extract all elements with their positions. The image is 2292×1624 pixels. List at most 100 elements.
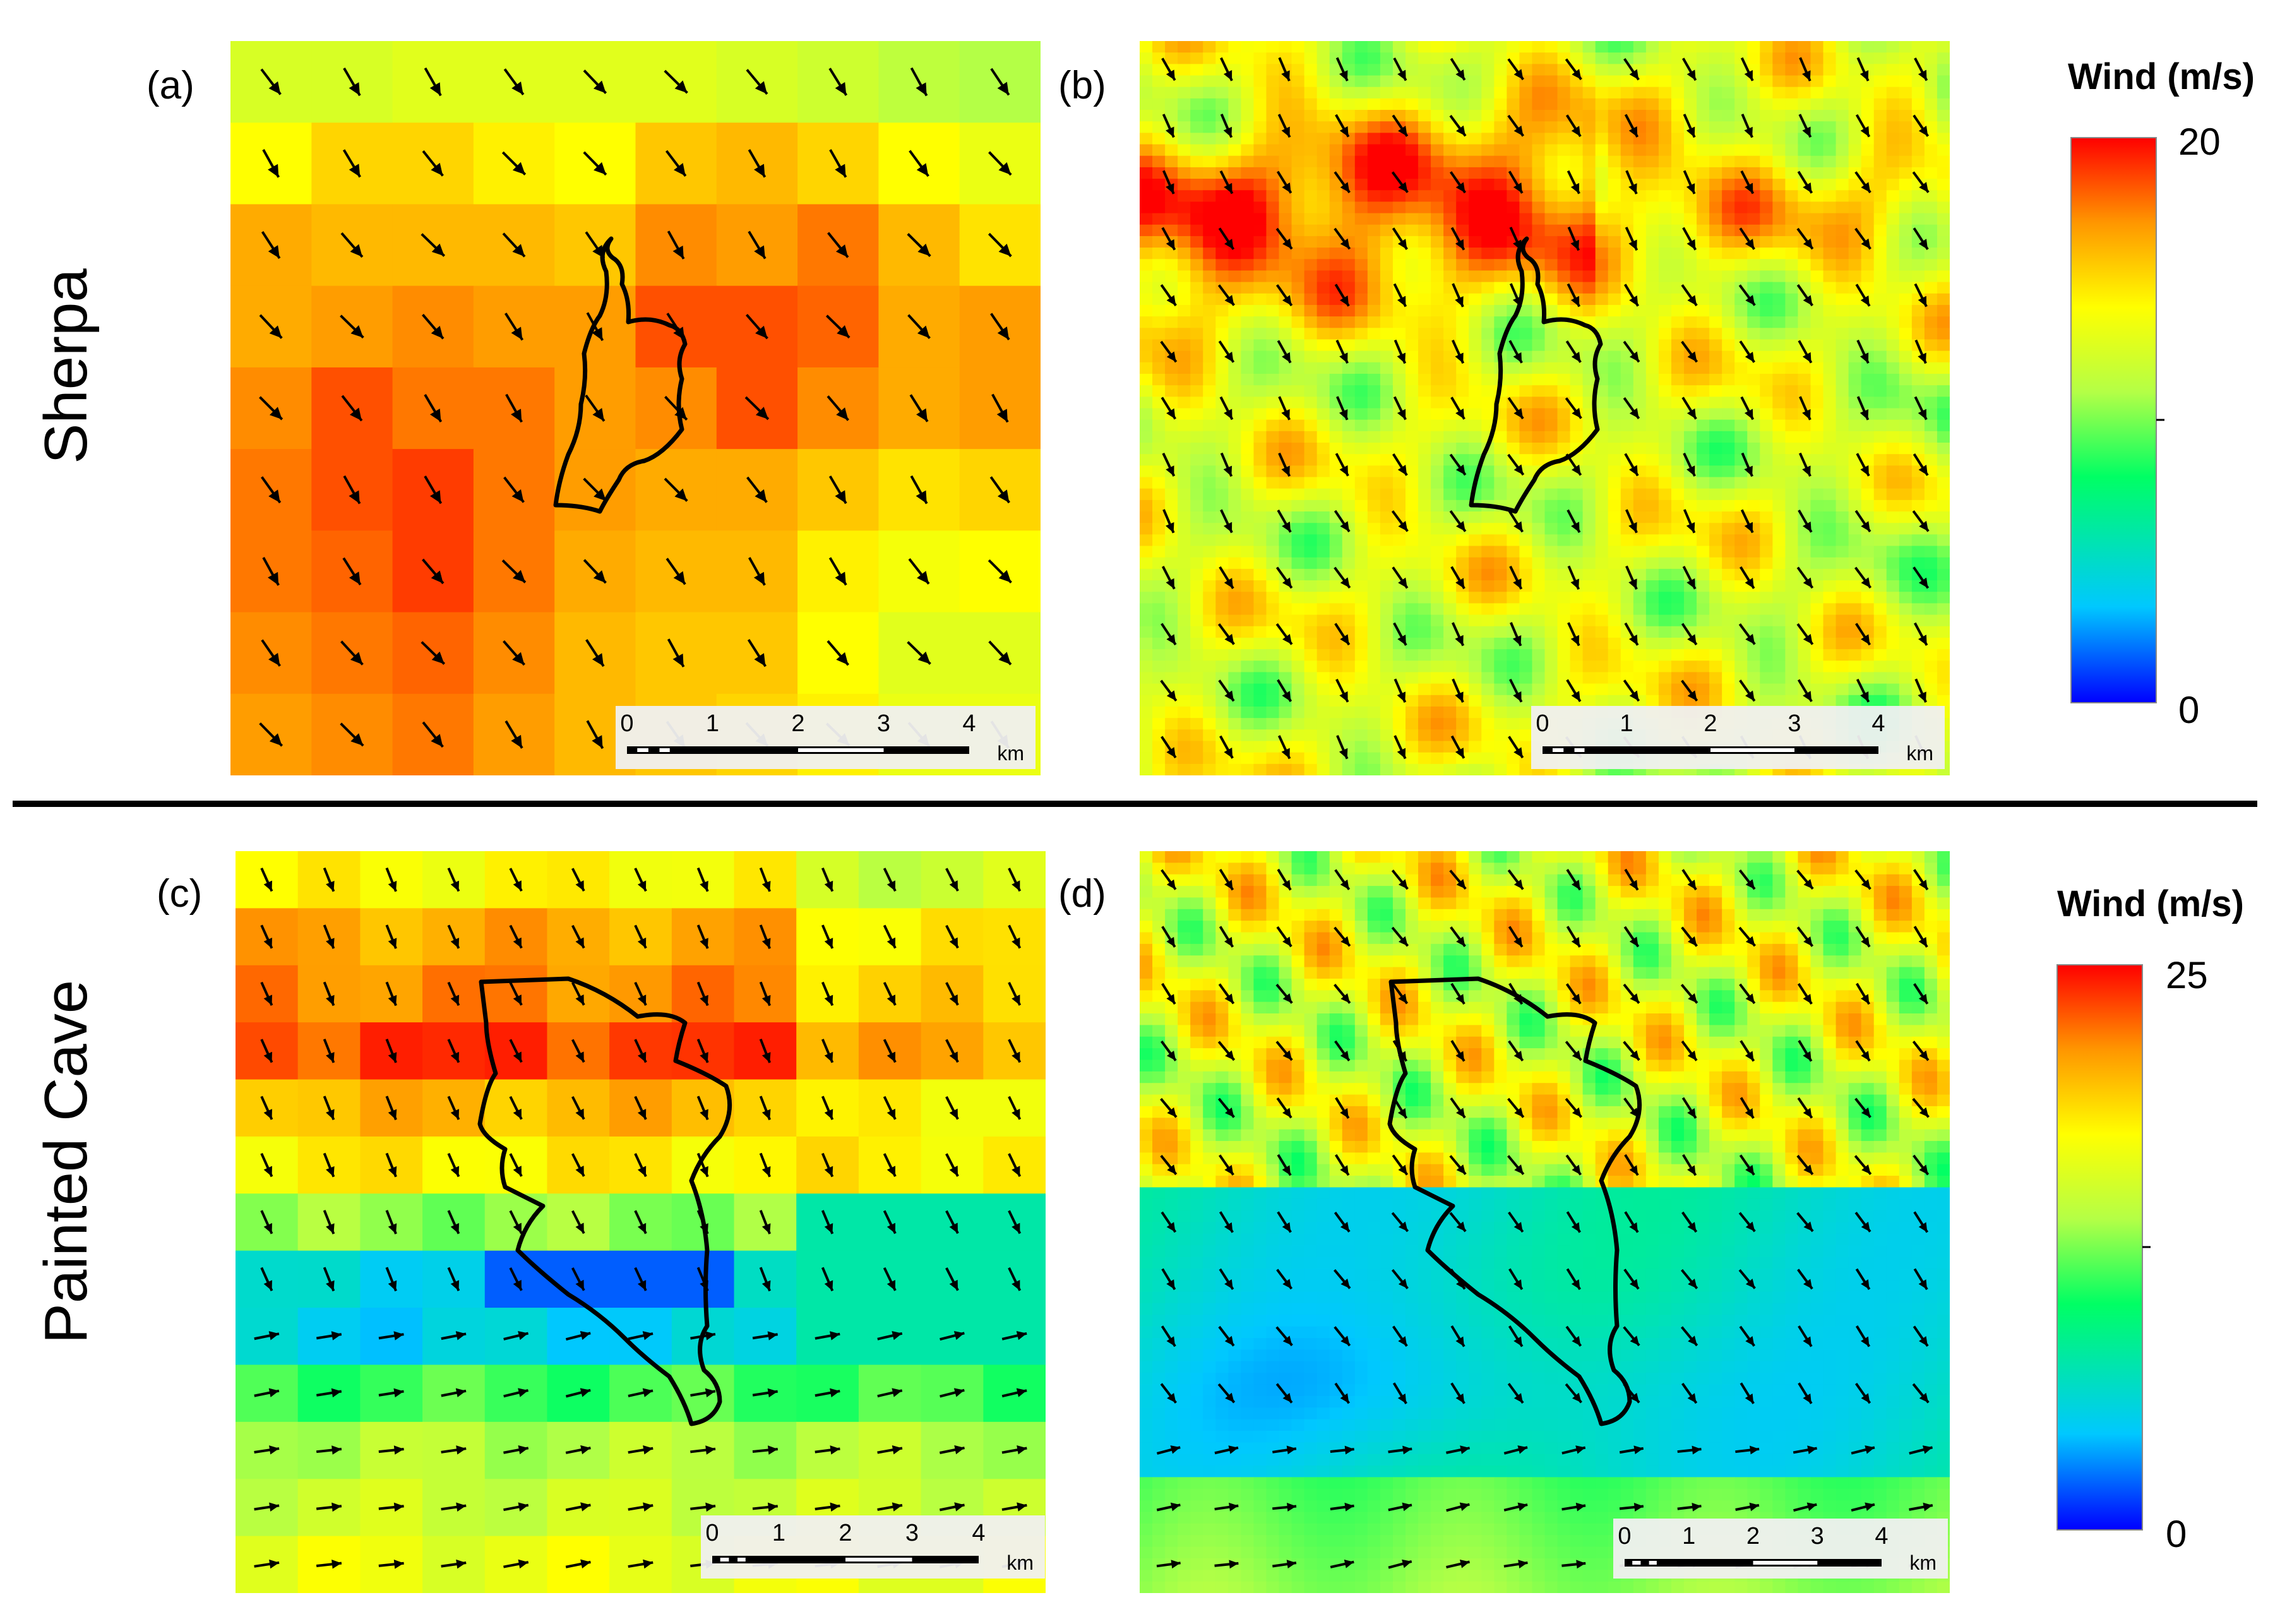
wind-arrow: [447, 1267, 460, 1292]
wind-arrow: [1796, 926, 1814, 947]
wind-arrow: [1508, 926, 1524, 948]
wind-arrow: [447, 868, 460, 892]
wind-arrow: [748, 230, 767, 260]
wind-arrow: [503, 68, 525, 95]
wind-arrow: [1214, 1560, 1239, 1569]
wind-arrow: [503, 476, 525, 503]
wind-arrow: [1681, 57, 1697, 81]
wind-arrow: [1161, 623, 1177, 646]
wind-arrow: [447, 924, 460, 949]
wind-arrow: [323, 867, 335, 892]
wind-arrow: [1219, 1154, 1234, 1176]
scale-bar-tick-label: 1: [1620, 710, 1633, 737]
scale-bar-tick-label: 4: [1875, 1523, 1888, 1549]
wind-arrow: [1856, 340, 1870, 364]
wind-arrow: [1001, 1445, 1027, 1455]
wind-arrow: [1739, 227, 1755, 250]
wind-arrow: [1914, 396, 1928, 421]
scale-bar-tick-label: 4: [1871, 710, 1885, 737]
colorbar-title-bottom: Wind (m/s): [2057, 883, 2244, 924]
wind-arrow: [1450, 57, 1466, 81]
wind-arrow: [1913, 1211, 1929, 1233]
wind-arrow: [447, 1039, 460, 1063]
wind-arrow: [821, 867, 834, 892]
wind-arrow: [385, 867, 397, 892]
wind-arrow: [821, 1210, 834, 1234]
wind-arrow: [1740, 566, 1755, 589]
wind-arrow: [1740, 1040, 1755, 1062]
wind-arrow: [1160, 340, 1178, 363]
wind-arrow: [340, 640, 364, 666]
panel-label-a: (a): [146, 64, 194, 107]
wind-arrow: [1567, 509, 1581, 534]
wind-arrow: [583, 477, 607, 502]
wind-arrow: [696, 1039, 709, 1063]
wind-arrow: [1450, 1382, 1465, 1404]
wind-arrow: [1450, 926, 1466, 948]
wind-arrow: [744, 396, 770, 421]
wind-arrow: [1624, 622, 1639, 646]
wind-arrow: [1392, 227, 1408, 250]
wind-arrow: [1219, 868, 1234, 891]
wind-arrow: [1855, 284, 1871, 307]
wind-arrow: [989, 476, 1011, 504]
wind-arrow: [828, 68, 848, 96]
wind-arrow: [1334, 171, 1351, 194]
wind-arrow: [262, 148, 280, 178]
wind-arrow: [1449, 1155, 1467, 1176]
wind-arrow: [260, 924, 273, 949]
wind-arrow: [1162, 170, 1175, 194]
wind-arrow: [1217, 1097, 1236, 1118]
wind-arrow: [385, 1096, 397, 1121]
map-panel-c: [236, 851, 1046, 1593]
wind-arrow: [628, 1388, 654, 1397]
wind-arrow: [509, 1153, 523, 1177]
wind-arrow: [1503, 1502, 1528, 1512]
wind-arrow: [1565, 1325, 1582, 1347]
wind-arrow: [910, 475, 928, 505]
wind-arrow: [883, 924, 897, 949]
wind-arrow: [1855, 114, 1871, 138]
wind-arrow: [945, 924, 959, 949]
wind-arrow: [585, 394, 606, 422]
wind-arrow: [1335, 453, 1349, 477]
wind-arrow: [1335, 678, 1349, 703]
wind-arrow: [1739, 1325, 1755, 1347]
wind-arrow: [1214, 1502, 1239, 1512]
wind-arrow: [571, 982, 585, 1006]
wind-arrow: [316, 1445, 342, 1455]
wind-arrow: [1334, 510, 1351, 533]
scale-bar: 0 1 2 3 4 km: [1531, 706, 1945, 769]
wind-arrow: [1219, 1268, 1234, 1290]
wind-arrow: [1799, 57, 1812, 81]
scale-bar-tick-label: 3: [1788, 710, 1801, 737]
wind-arrow: [1277, 340, 1292, 364]
wind-arrow: [1682, 1154, 1697, 1176]
wind-arrow: [342, 557, 362, 586]
wind-arrow: [1334, 1212, 1351, 1233]
wind-arrow: [1449, 453, 1467, 476]
wind-arrow: [1008, 924, 1022, 949]
wind-arrow: [746, 476, 768, 503]
wind-arrow: [1001, 1502, 1027, 1512]
wind-arrow: [696, 981, 709, 1006]
wind-arrow: [1008, 1267, 1022, 1291]
wind-arrow: [1160, 1383, 1178, 1404]
wind-arrow: [1624, 1154, 1639, 1176]
wind-arrow: [583, 151, 607, 176]
perimeter-outline-d: [1387, 976, 1642, 1426]
wind-arrow: [447, 1210, 460, 1234]
wind-arrow: [1681, 926, 1698, 947]
wind-arrow: [1335, 57, 1349, 81]
wind-arrow: [378, 1560, 404, 1569]
wind-arrow: [259, 722, 284, 747]
wind-arrow: [1334, 284, 1350, 307]
wind-arrow: [752, 1331, 778, 1340]
wind-arrow: [323, 1267, 335, 1292]
wind-arrow: [988, 151, 1012, 176]
wind-arrow: [1619, 1503, 1644, 1512]
wind-arrow: [441, 1559, 467, 1569]
wind-arrow: [378, 1331, 404, 1340]
wind-arrow: [1913, 227, 1929, 250]
wind-arrow: [1508, 1040, 1524, 1062]
